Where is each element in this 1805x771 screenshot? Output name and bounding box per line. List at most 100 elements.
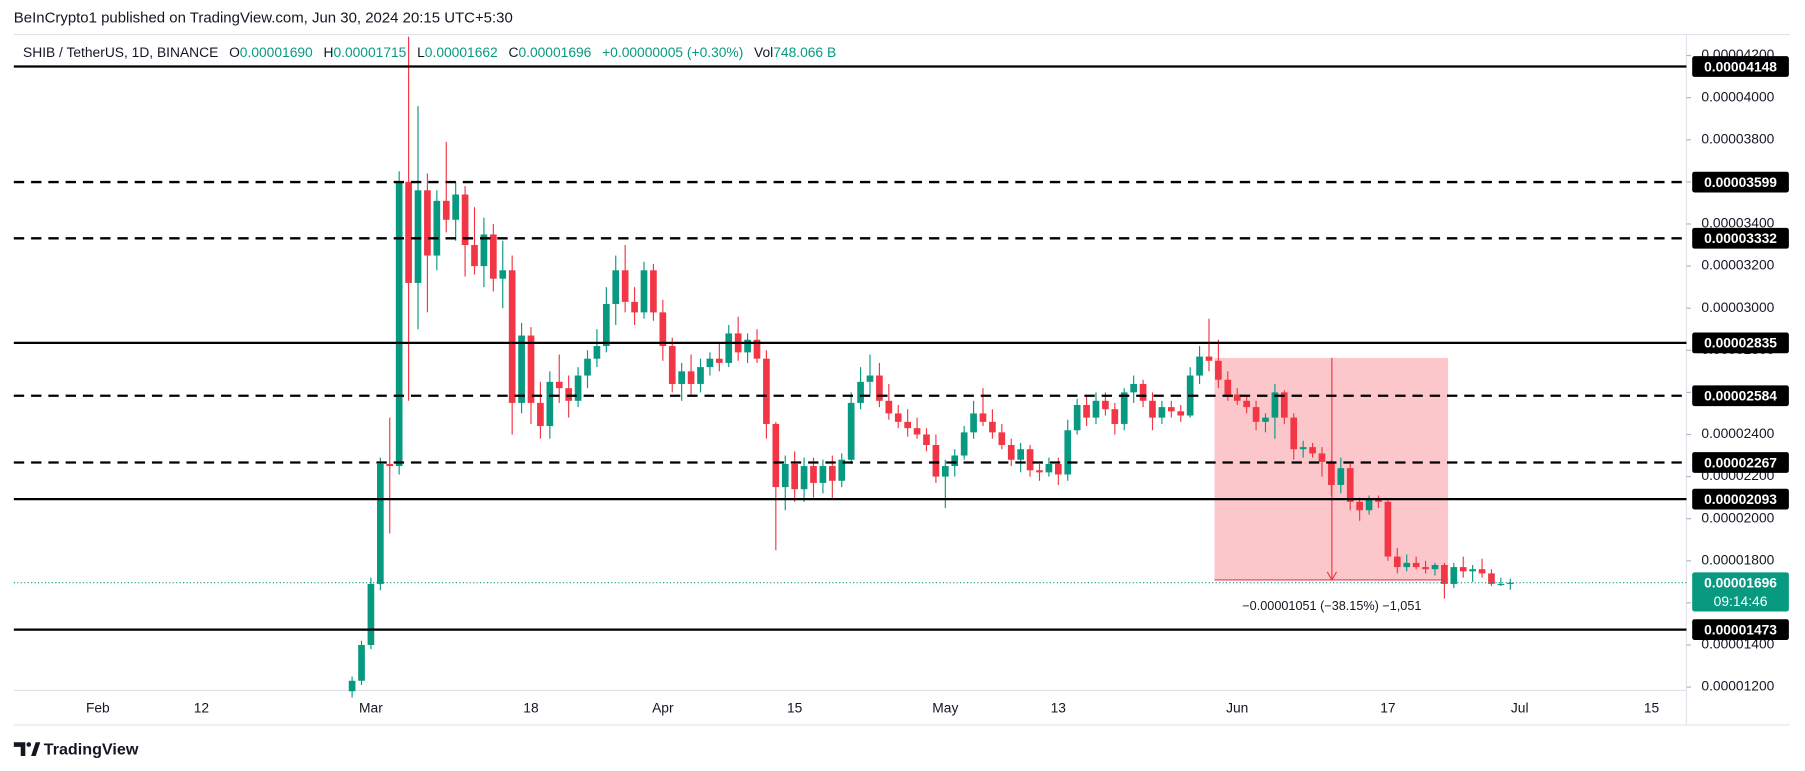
candle-body [471,245,478,267]
candle-body [989,421,996,433]
candle-body [621,270,629,302]
y-tick-label: 0.00001800 [1701,551,1774,567]
candle-body [1469,569,1476,572]
candle-body [885,400,893,414]
candle-body [1102,400,1109,410]
logo-dot [26,742,32,747]
x-tick-label: Apr [652,700,674,716]
candle-body [706,358,714,368]
legend-vol: 748.066 B [773,44,836,60]
candle-body [499,270,507,279]
candle-body [1356,501,1363,511]
candle-body [405,181,412,283]
candle-body [489,234,497,279]
x-tick-label: Jun [1226,700,1248,716]
level-label: 0.00003599 [1704,174,1777,190]
candle-body [1271,392,1279,418]
candle-body [1083,405,1090,418]
legend-vol-label: Vol [754,44,773,60]
candle-body [1252,407,1260,422]
candle-body [1026,449,1034,471]
candle-body [970,413,977,433]
candle-body [1130,383,1137,393]
candle-body [687,371,695,384]
x-tick-label: 15 [1644,700,1660,716]
candle-body [612,270,620,304]
candle-body [461,194,469,246]
legend-symbol: SHIB / TetherUS, 1D, BINANCE [23,44,218,60]
candle-body [1054,463,1062,475]
candle-body [998,432,1006,446]
candle-body [1459,567,1467,572]
candle-body [876,375,883,401]
candle-body [1196,356,1203,376]
candle-body [923,434,930,446]
candle-body [386,463,394,467]
candle-body [1280,392,1288,418]
last-price-label: 0.00001696 [1704,574,1777,590]
candle-body [1073,405,1081,431]
logo-mark [13,742,26,757]
candle-body [1403,562,1411,568]
x-tick-label: 18 [523,700,539,716]
candle-body [1215,360,1222,380]
candle-body [584,358,591,376]
x-tick-label: 12 [194,700,209,716]
candle-body [1092,400,1100,418]
candle-body [1243,400,1250,408]
candle-body [377,463,384,584]
level-label: 0.00004148 [1704,58,1777,74]
level-label: 0.00002835 [1704,335,1777,351]
candle-body [348,680,356,692]
footer-brand: TradingView [44,741,139,759]
logo-slash [31,742,41,757]
x-tick-label: 15 [787,700,803,716]
y-tick-label: 0.00002000 [1701,509,1774,525]
candle-body [1309,447,1316,454]
candle-body [847,402,855,460]
candle-body [668,346,676,384]
candle-body [518,335,525,403]
level-label: 0.00002584 [1704,388,1777,404]
candle-body [1365,499,1373,511]
level-label-box [1692,452,1789,473]
candle-body [1007,445,1015,460]
legend-l: 0.00001662 [425,44,498,60]
candle-body [1224,379,1232,395]
candle-body [1111,409,1119,424]
candle-body [941,466,949,477]
candle-body [1384,501,1392,557]
candle-body [781,463,789,488]
candle-body [1120,392,1128,424]
candle-body [358,644,365,681]
candle-body [913,428,921,435]
candle-body [1497,583,1505,586]
candle-body [828,466,836,481]
last-price-box [1692,572,1789,612]
level-label-box [1692,171,1789,193]
candle-body [546,381,554,427]
candle-body [753,339,761,359]
candle-body [904,421,911,429]
published-note: BeInCrypto1 published on TradingView.com… [14,9,513,26]
candle-body [838,459,846,481]
candle-body [1064,430,1072,475]
y-tick-label: 0.00003200 [1701,257,1774,273]
level-label-box [1692,619,1789,640]
candle-body [1290,417,1298,450]
candle-body [433,200,441,256]
level-label-box [1692,56,1789,77]
x-tick-label: May [932,700,958,716]
candle-body [1450,567,1458,584]
candle-body [555,381,563,389]
measure-arrowhead [1326,571,1337,582]
candle-body [602,303,610,347]
candle-body [1488,573,1495,584]
candle-body [763,358,770,424]
candle-body [1318,453,1326,462]
candle-body [1017,449,1024,460]
candle-body [960,432,968,456]
x-tick-label: 13 [1051,700,1067,716]
candle-body [1045,463,1053,473]
